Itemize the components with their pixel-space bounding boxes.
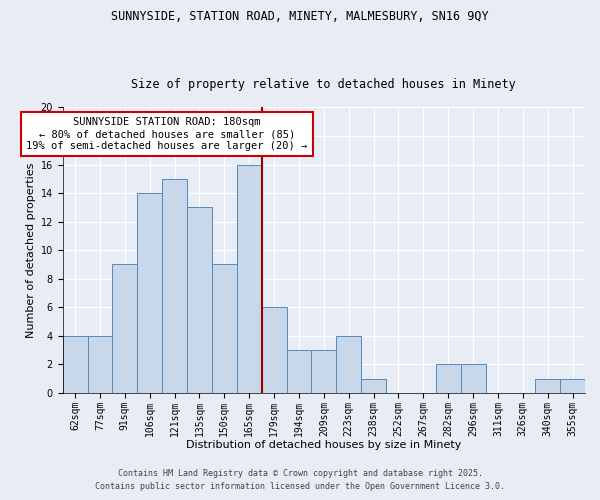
- Y-axis label: Number of detached properties: Number of detached properties: [26, 162, 37, 338]
- Text: SUNNYSIDE, STATION ROAD, MINETY, MALMESBURY, SN16 9QY: SUNNYSIDE, STATION ROAD, MINETY, MALMESB…: [111, 10, 489, 23]
- Bar: [262, 308, 287, 393]
- X-axis label: Distribution of detached houses by size in Minety: Distribution of detached houses by size …: [186, 440, 461, 450]
- Bar: [461, 364, 485, 393]
- Bar: [137, 193, 162, 393]
- Bar: [88, 336, 112, 393]
- Text: SUNNYSIDE STATION ROAD: 180sqm
← 80% of detached houses are smaller (85)
19% of : SUNNYSIDE STATION ROAD: 180sqm ← 80% of …: [26, 118, 308, 150]
- Bar: [212, 264, 237, 393]
- Bar: [162, 179, 187, 393]
- Bar: [535, 378, 560, 393]
- Bar: [311, 350, 336, 393]
- Text: Contains HM Land Registry data © Crown copyright and database right 2025.: Contains HM Land Registry data © Crown c…: [118, 468, 482, 477]
- Bar: [560, 378, 585, 393]
- Bar: [62, 336, 88, 393]
- Title: Size of property relative to detached houses in Minety: Size of property relative to detached ho…: [131, 78, 516, 91]
- Bar: [287, 350, 311, 393]
- Bar: [436, 364, 461, 393]
- Bar: [237, 164, 262, 393]
- Bar: [361, 378, 386, 393]
- Bar: [336, 336, 361, 393]
- Text: Contains public sector information licensed under the Open Government Licence 3.: Contains public sector information licen…: [95, 482, 505, 491]
- Bar: [112, 264, 137, 393]
- Bar: [187, 208, 212, 393]
